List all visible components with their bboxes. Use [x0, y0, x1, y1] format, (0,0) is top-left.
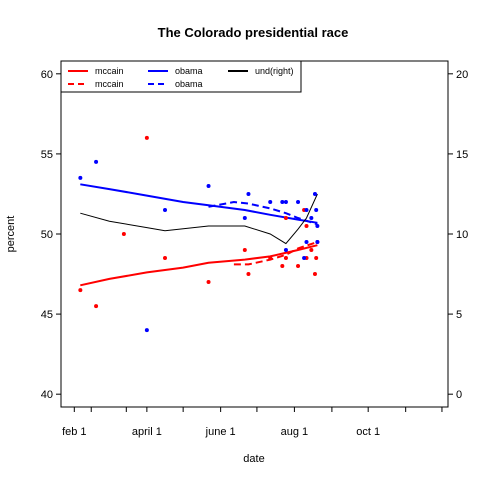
x-axis-label: date [243, 453, 264, 465]
trend-lines [80, 183, 318, 287]
plot-frame [60, 60, 449, 408]
x-tick-label: april 1 [132, 426, 162, 438]
legend-label: und(right) [255, 66, 294, 76]
point-obama [206, 183, 211, 188]
legend-box [60, 60, 302, 93]
point-obama [302, 256, 307, 261]
line-obama-dashed [208, 200, 318, 226]
left-tick-label: 50 [41, 229, 53, 241]
line-undright-solid [80, 193, 318, 245]
point-obama [144, 328, 149, 333]
point-mccain [283, 215, 288, 220]
point-obama [94, 159, 99, 164]
left-tick-label: 60 [41, 69, 53, 81]
line-obama-solid [80, 183, 318, 224]
x-tick-label: feb 1 [62, 426, 86, 438]
point-mccain [312, 272, 317, 277]
point-mccain [94, 304, 99, 309]
point-mccain [144, 135, 149, 140]
point-obama [315, 240, 320, 245]
point-mccain [280, 264, 285, 269]
line-mccain-dashed [233, 241, 318, 266]
point-mccain [296, 264, 301, 269]
left-tick-label: 55 [41, 149, 53, 161]
legend: mccain mccain obama obama und(right) [60, 60, 302, 93]
poll-points [78, 135, 320, 333]
right-tick-label: 0 [456, 389, 462, 401]
point-obama [163, 207, 168, 212]
point-obama [280, 199, 285, 204]
left-y-axis: 40 45 50 55 60 [41, 69, 61, 401]
left-tick-label: 40 [41, 389, 53, 401]
point-obama [283, 199, 288, 204]
right-y-axis: 0 5 10 15 20 [448, 69, 468, 401]
point-obama [296, 199, 301, 204]
right-tick-label: 5 [456, 309, 462, 321]
legend-label: obama [175, 66, 203, 76]
point-mccain [246, 272, 251, 277]
point-mccain [268, 256, 273, 261]
right-tick-label: 20 [456, 69, 468, 81]
point-mccain [242, 248, 247, 253]
y-axis-label: percent [5, 216, 17, 253]
point-mccain [304, 223, 309, 228]
point-obama [283, 248, 288, 253]
point-obama [246, 191, 251, 196]
point-obama [242, 215, 247, 220]
point-obama [78, 175, 83, 180]
point-obama [304, 240, 309, 245]
right-tick-label: 10 [456, 229, 468, 241]
point-obama [315, 223, 320, 228]
x-tick-label: june 1 [205, 426, 236, 438]
line-mccain-solid [80, 244, 318, 287]
point-obama [304, 207, 309, 212]
point-mccain [314, 256, 319, 261]
point-obama [268, 199, 273, 204]
point-mccain [283, 256, 288, 261]
x-tick-label: oct 1 [356, 426, 380, 438]
point-obama [312, 191, 317, 196]
point-obama [309, 215, 314, 220]
point-mccain [121, 232, 126, 236]
chart-title: The Colorado presidential race [158, 25, 349, 40]
point-mccain [78, 288, 83, 293]
x-axis: feb 1 april 1 june 1 aug 1 oct 1 [62, 407, 443, 438]
point-mccain [206, 280, 211, 285]
right-tick-label: 15 [456, 149, 468, 161]
legend-label: mccain [95, 66, 124, 76]
point-mccain [309, 248, 314, 253]
legend-label: mccain [95, 79, 124, 89]
legend-label: obama [175, 79, 203, 89]
point-mccain [163, 256, 168, 261]
left-tick-label: 45 [41, 309, 53, 321]
x-tick-label: aug 1 [281, 426, 309, 438]
point-obama [314, 207, 319, 212]
